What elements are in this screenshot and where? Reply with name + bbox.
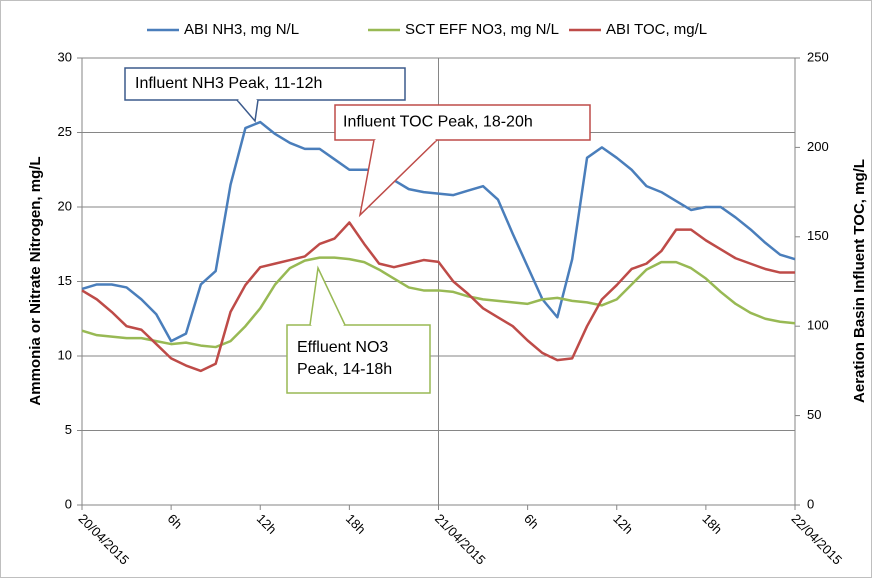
y-axis-title: Ammonia or Nitrate Nitrogen, mg/L: [27, 156, 44, 405]
legend-label: ABI NH3, mg N/L: [184, 21, 299, 38]
y2-tick-label: 50: [807, 407, 821, 422]
legend-label: SCT EFF NO3, mg N/L: [405, 21, 559, 38]
callout-text: Peak, 14-18h: [297, 361, 392, 378]
y2-tick-label: 150: [807, 228, 829, 243]
callout-box: [286, 324, 431, 394]
y2-tick-label: 250: [807, 49, 829, 64]
y-tick-label: 10: [58, 347, 72, 362]
y2-tick-label: 200: [807, 139, 829, 154]
y-tick-label: 5: [65, 422, 72, 437]
callout-pointer: [309, 265, 346, 326]
y2-axis-title: Aeration Basin Influent TOC, mg/L: [851, 159, 868, 403]
callout-pointer: [358, 139, 438, 218]
callout-text: Influent TOC Peak, 18-20h: [343, 114, 533, 131]
callout-box: [334, 104, 591, 141]
series-line: [81, 256, 796, 349]
callout-pointer: [236, 99, 259, 123]
y-tick-label: 20: [58, 198, 72, 213]
callout-text: Effluent NO3: [297, 339, 388, 356]
series-line: [81, 221, 795, 373]
callout-text: Influent NH3 Peak, 11-12h: [135, 75, 322, 92]
legend-label: ABI TOC, mg/L: [606, 21, 707, 38]
y2-tick-label: 100: [807, 318, 829, 333]
y-tick-label: 15: [58, 273, 72, 288]
y-tick-label: 25: [58, 124, 72, 139]
y2-tick-label: 0: [807, 496, 814, 511]
series-line: [81, 120, 796, 343]
y-tick-label: 30: [58, 49, 72, 64]
callout-box: [124, 67, 406, 101]
y-tick-label: 0: [65, 496, 72, 511]
